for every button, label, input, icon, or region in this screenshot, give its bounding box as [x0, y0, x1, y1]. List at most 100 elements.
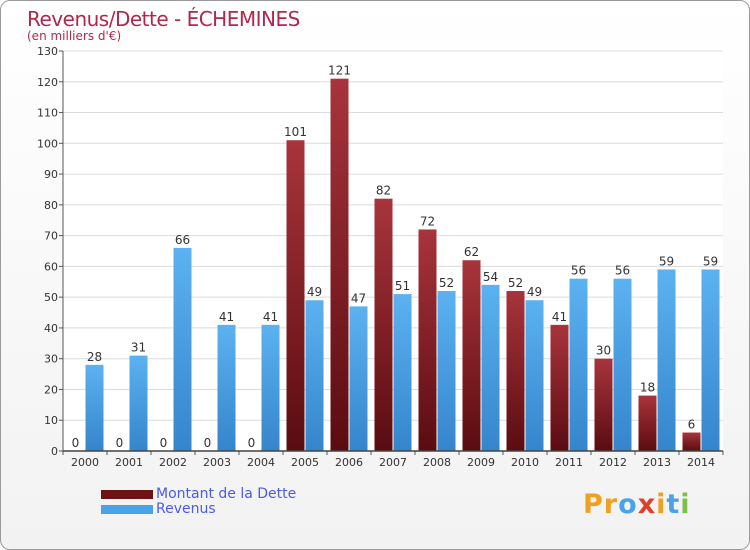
bar-revenus-2008	[437, 291, 456, 451]
bar-dette-2012	[594, 358, 613, 451]
data-label-revenus-2004: 41	[263, 310, 278, 324]
x-tick-label-2003: 2003	[203, 456, 231, 469]
data-label-revenus-2010: 49	[527, 285, 542, 299]
bar-dette-2010	[506, 291, 525, 451]
data-label-dette-2008: 72	[420, 214, 435, 228]
bar-revenus-2002	[173, 247, 192, 451]
data-label-dette-2000: 0	[72, 436, 80, 450]
bar-revenus-2014	[701, 269, 720, 451]
x-tick-label-2008: 2008	[423, 456, 451, 469]
x-tick-label-2012: 2012	[599, 456, 627, 469]
data-label-dette-2011: 41	[552, 310, 567, 324]
data-label-revenus-2005: 49	[307, 285, 322, 299]
data-label-revenus-2011: 56	[571, 264, 586, 278]
bar-dette-2014	[682, 432, 701, 451]
bar-revenus-2005	[305, 300, 324, 451]
chart-title: Revenus/Dette - ÉCHEMINES	[27, 7, 300, 31]
x-tick-label-2000: 2000	[71, 456, 99, 469]
bar-revenus-2006	[349, 306, 368, 451]
y-tick-label-20: 20	[44, 383, 58, 396]
logo-letter: t	[666, 489, 681, 520]
legend-swatch-dette	[101, 490, 153, 499]
bar-dette-2011	[550, 324, 569, 451]
data-label-dette-2014: 6	[688, 418, 696, 432]
bar-dette-2005	[286, 140, 305, 451]
legend-label-dette: Montant de la Dette	[156, 486, 297, 502]
y-tick-label-130: 130	[37, 45, 58, 58]
y-tick-label-120: 120	[37, 76, 58, 89]
data-label-revenus-2012: 56	[615, 264, 630, 278]
x-tick-label-2005: 2005	[291, 456, 319, 469]
proxiti-logo: Proxiti	[583, 489, 691, 520]
x-tick-label-2014: 2014	[687, 456, 715, 469]
y-tick-label-60: 60	[44, 260, 58, 273]
bar-dette-2006	[330, 78, 349, 451]
x-tick-label-2013: 2013	[643, 456, 671, 469]
data-label-dette-2004: 0	[248, 436, 256, 450]
data-label-revenus-2009: 54	[483, 270, 498, 284]
data-label-dette-2006: 121	[328, 64, 351, 78]
bar-dette-2009	[462, 260, 481, 451]
bar-revenus-2000	[85, 364, 104, 451]
logo-letter: r	[603, 489, 619, 520]
data-label-revenus-2001: 31	[131, 341, 146, 355]
plot-area	[63, 51, 723, 451]
data-label-dette-2007: 82	[376, 184, 391, 198]
x-tick-label-2001: 2001	[115, 456, 143, 469]
bar-revenus-2010	[525, 300, 544, 451]
bar-revenus-2004	[261, 324, 280, 451]
bar-revenus-2003	[217, 324, 236, 451]
y-tick-label-110: 110	[37, 107, 58, 120]
x-tick-label-2010: 2010	[511, 456, 539, 469]
legend-label-revenus: Revenus	[156, 501, 216, 517]
data-label-revenus-2013: 59	[659, 254, 674, 268]
data-label-revenus-2003: 41	[219, 310, 234, 324]
bar-revenus-2013	[657, 269, 676, 451]
logo-letter: P	[583, 489, 604, 520]
data-label-dette-2013: 18	[640, 381, 655, 395]
bar-dette-2007	[374, 198, 393, 451]
x-tick-label-2006: 2006	[335, 456, 363, 469]
data-label-revenus-2002: 66	[175, 233, 190, 247]
x-tick-label-2002: 2002	[159, 456, 187, 469]
logo-letter: i	[656, 489, 667, 520]
bar-revenus-2001	[129, 355, 148, 451]
data-label-dette-2002: 0	[160, 436, 168, 450]
x-tick-label-2004: 2004	[247, 456, 275, 469]
y-tick-label-80: 80	[44, 199, 58, 212]
data-label-revenus-2014: 59	[703, 254, 718, 268]
y-tick-label-70: 70	[44, 230, 58, 243]
x-tick-label-2007: 2007	[379, 456, 407, 469]
data-label-revenus-2007: 51	[395, 279, 410, 293]
y-tick-label-10: 10	[44, 414, 58, 427]
data-label-revenus-2006: 47	[351, 291, 366, 305]
bar-revenus-2007	[393, 294, 412, 451]
data-label-revenus-2000: 28	[87, 350, 102, 364]
y-tick-label-40: 40	[44, 322, 58, 335]
y-tick-label-50: 50	[44, 291, 58, 304]
x-tick-label-2009: 2009	[467, 456, 495, 469]
chart-subtitle: (en milliers d'€)	[27, 29, 122, 43]
data-label-dette-2005: 101	[284, 125, 307, 139]
logo-letter: o	[618, 489, 638, 520]
logo-letter: x	[637, 489, 657, 520]
y-tick-label-0: 0	[51, 445, 58, 458]
legend-swatch-revenus	[101, 505, 153, 514]
bar-revenus-2009	[481, 284, 500, 451]
bar-revenus-2012	[613, 278, 632, 451]
bar-dette-2013	[638, 395, 657, 451]
y-tick-label-30: 30	[44, 353, 58, 366]
y-tick-label-100: 100	[37, 137, 58, 150]
y-tick-label-90: 90	[44, 168, 58, 181]
data-label-revenus-2008: 52	[439, 276, 454, 290]
bar-dette-2008	[418, 229, 437, 451]
data-label-dette-2001: 0	[116, 436, 124, 450]
data-label-dette-2012: 30	[596, 344, 611, 358]
data-label-dette-2009: 62	[464, 245, 479, 259]
x-tick-label-2011: 2011	[555, 456, 583, 469]
data-label-dette-2010: 52	[508, 276, 523, 290]
bar-revenus-2011	[569, 278, 588, 451]
data-label-dette-2003: 0	[204, 436, 212, 450]
